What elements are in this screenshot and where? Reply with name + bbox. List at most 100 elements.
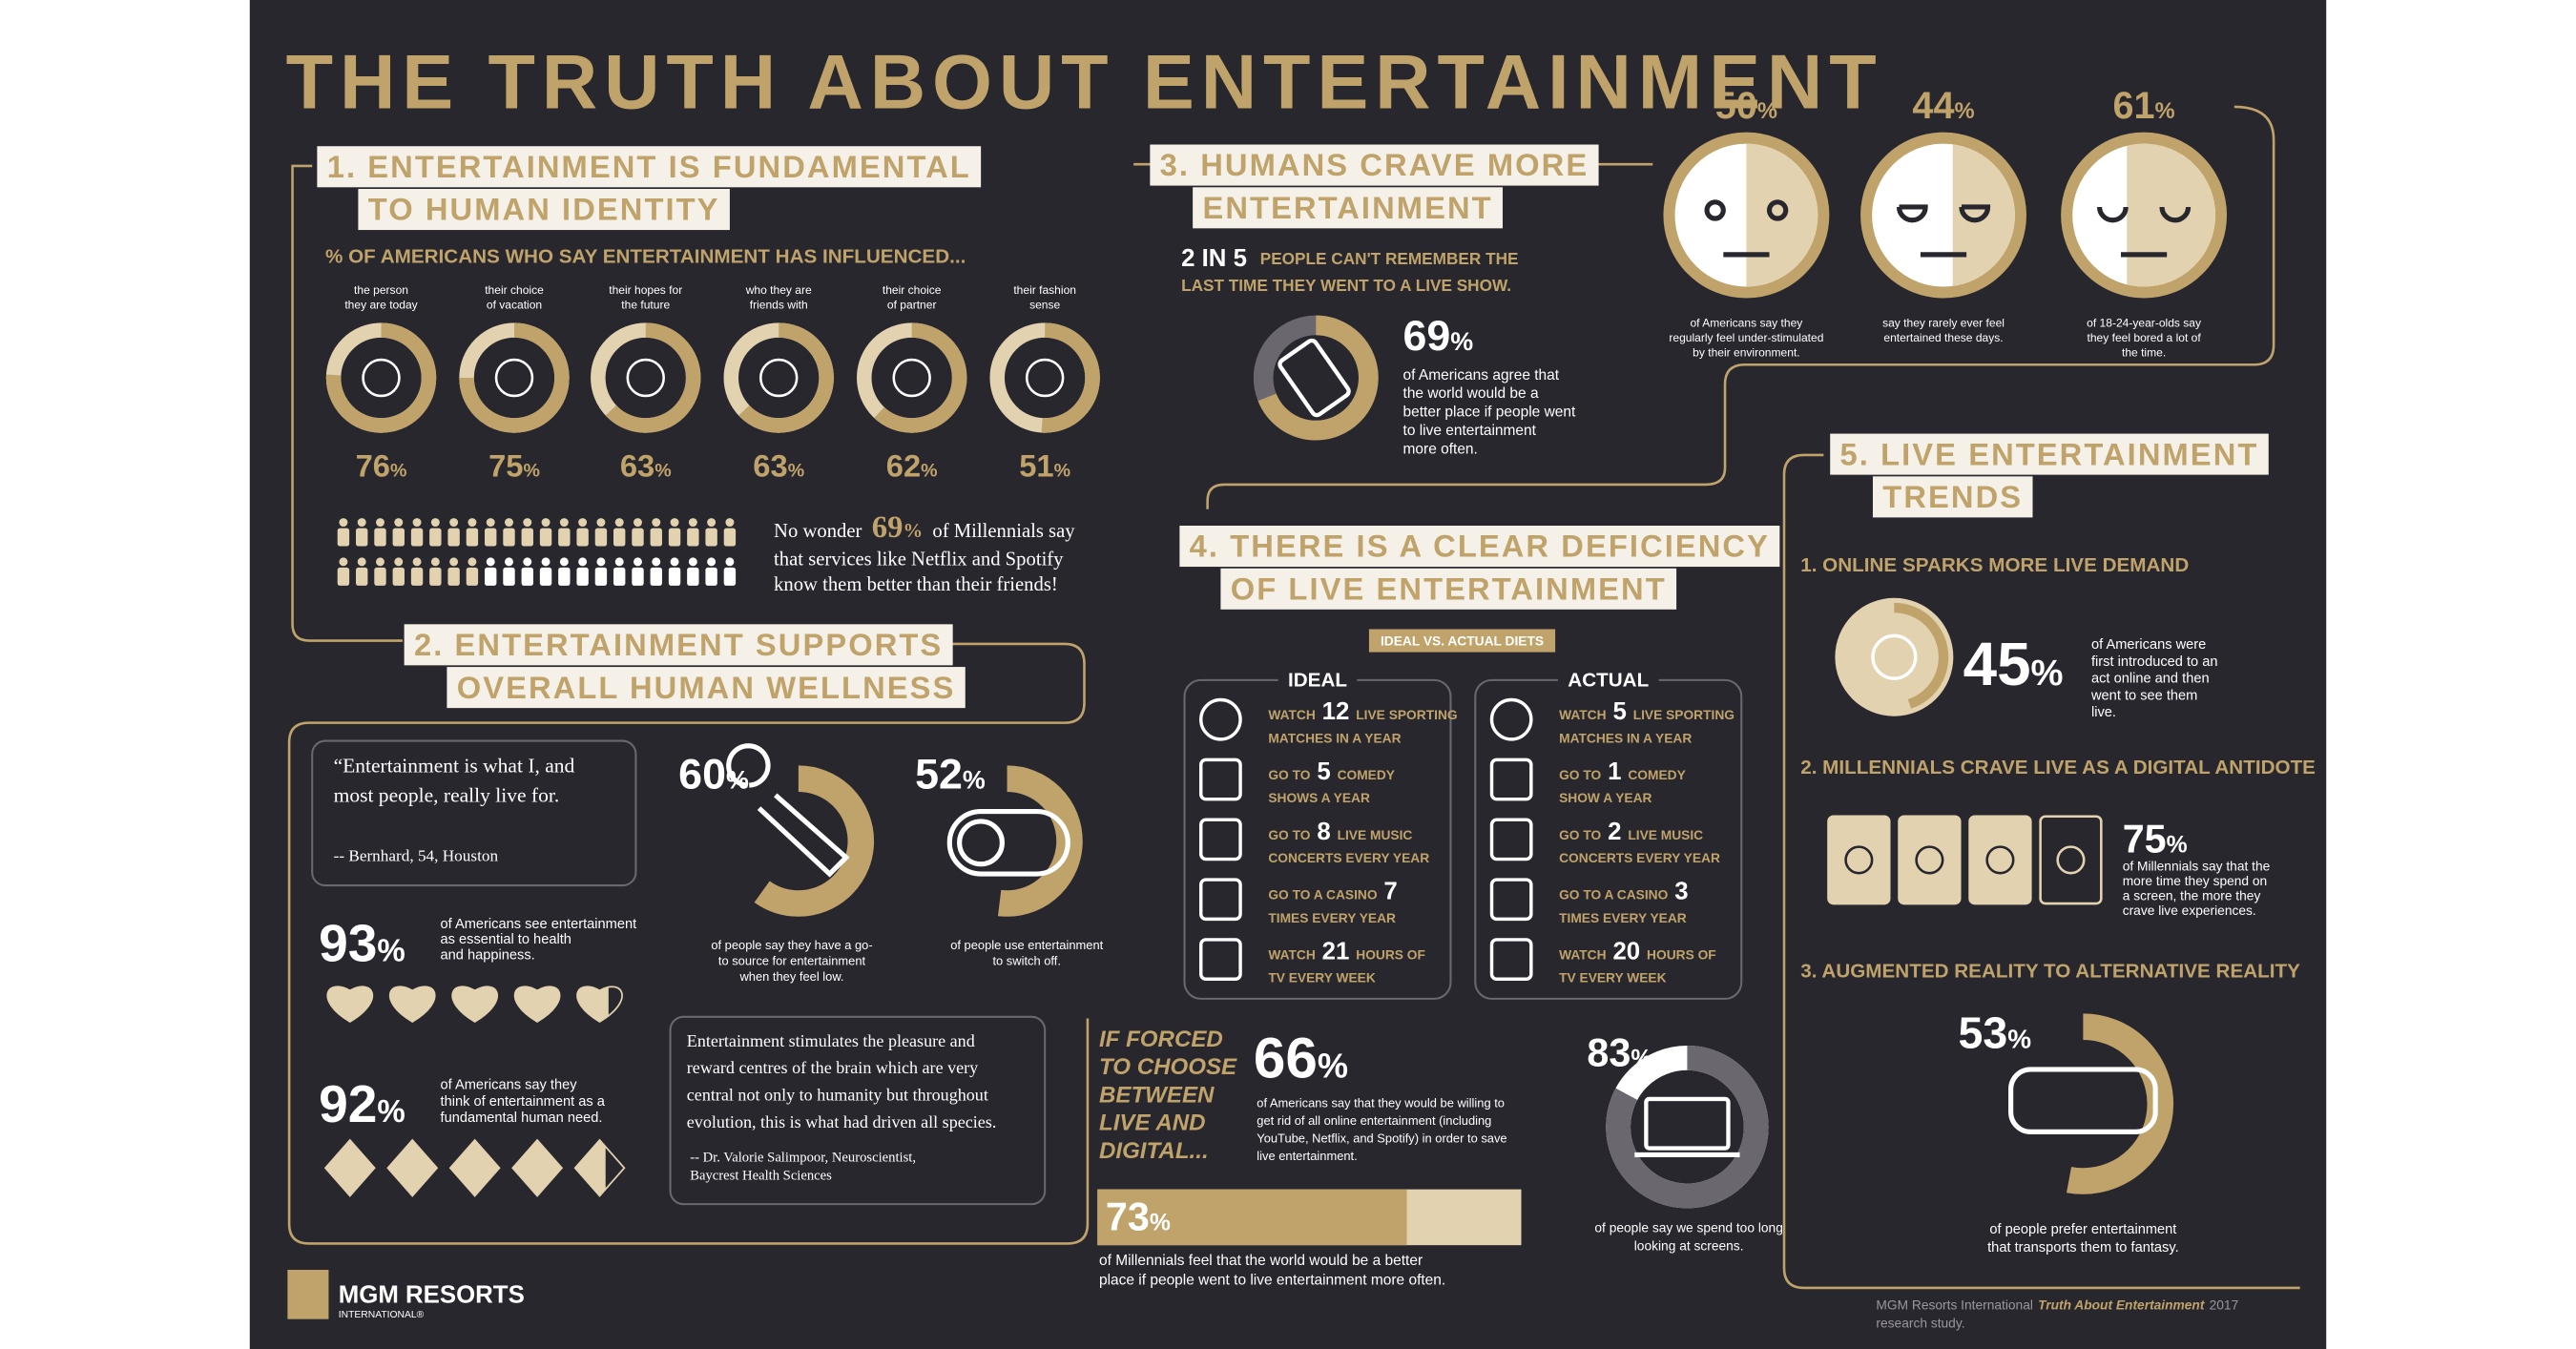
percent-sign: %	[1631, 1046, 1652, 1071]
percent-sign: %	[963, 765, 986, 794]
row-icon	[1199, 697, 1242, 741]
quote-text: reward centres of the brain which are ve…	[687, 1058, 978, 1077]
person-head	[357, 557, 366, 567]
header-bg	[1557, 670, 1659, 691]
text-part: GO TO	[1268, 828, 1310, 842]
logo-sub: INTERNATIONAL®	[339, 1310, 425, 1320]
laptop-icon	[1644, 1096, 1731, 1151]
person-head	[486, 557, 495, 567]
person-head	[412, 557, 422, 567]
item-label: of vacation	[487, 299, 542, 312]
trend-title: 3. AUGMENTED REALITY TO ALTERNATIVE REAL…	[1800, 961, 2300, 983]
caption: of Americans say they	[441, 1078, 578, 1093]
caption: they feel bored a lot of	[2087, 331, 2201, 344]
quote-box	[311, 739, 637, 887]
person-head	[725, 518, 735, 528]
caption: of people say they have a go-	[711, 938, 872, 952]
percent-label: 62%	[886, 447, 938, 483]
person-head	[339, 557, 348, 567]
person-body	[723, 567, 737, 586]
quote-text: “Entertainment is what I, and	[334, 754, 575, 777]
caption: crave live experiences.	[2123, 903, 2256, 918]
section-heading: ENTERTAINMENT	[1202, 190, 1492, 225]
diet-line: GO TO 2 LIVE MUSIC	[1559, 819, 1703, 845]
person-icon	[687, 557, 699, 586]
person-body	[613, 528, 626, 547]
person-body	[503, 567, 515, 586]
caption: regularly feel under-stimulated	[1669, 331, 1823, 344]
caption: say they rarely ever feel	[1882, 317, 2005, 330]
percent-value: 66	[1254, 1026, 1318, 1090]
forced-text: TO CHOOSE	[1099, 1054, 1237, 1080]
item-label: the future	[621, 299, 670, 312]
text-part: HOURS OF	[1647, 948, 1716, 963]
card-suit	[1915, 845, 1944, 875]
quote-box	[669, 1015, 1047, 1206]
person-head	[467, 518, 477, 528]
donut-arc	[1253, 315, 1379, 441]
person-body	[594, 567, 608, 586]
person-icon	[337, 557, 350, 586]
percent-label: 69%	[1403, 312, 1474, 360]
text-part: GO TO A CASINO	[1559, 888, 1669, 903]
diet-line: GO TO 8 LIVE MUSIC	[1268, 819, 1412, 845]
card-icon	[2039, 815, 2103, 905]
vr-icon	[2008, 1067, 2158, 1134]
diet-value: 3	[1674, 879, 1688, 905]
quote-author: -- Bernhard, 54, Houston	[334, 846, 499, 864]
person-body	[576, 567, 589, 586]
person-body	[466, 528, 479, 547]
item-label: of partner	[887, 299, 937, 312]
person-icon	[594, 557, 608, 586]
caption: place if people went to live entertainme…	[1099, 1273, 1445, 1289]
person-body	[485, 567, 497, 586]
row-icon	[1199, 818, 1242, 861]
percent-value: 69	[872, 510, 904, 545]
caption: get rid of all online entertainment (inc…	[1257, 1113, 1491, 1128]
person-icon	[558, 557, 571, 586]
item-label: their choice	[883, 283, 942, 297]
person-body	[521, 567, 533, 586]
person-body	[374, 528, 386, 547]
card-suit	[2056, 845, 2086, 875]
subtitle: % OF AMERICANS WHO SAY ENTERTAINMENT HAS…	[325, 245, 966, 267]
caption: more often.	[1403, 442, 1478, 458]
forced-text: IF FORCED	[1099, 1027, 1223, 1052]
card-icon	[1898, 815, 1962, 905]
section-heading: 1. ENTERTAINMENT IS FUNDAMENTAL	[327, 149, 971, 184]
person-body	[447, 528, 460, 547]
person-body	[539, 567, 552, 586]
diet-value: 12	[1322, 698, 1350, 725]
diet-line: WATCH 5 LIVE SPORTING	[1559, 698, 1735, 725]
trend-title: 2. MILLENNIALS CRAVE LIVE AS A DIGITAL A…	[1800, 757, 2316, 778]
person-icon	[356, 557, 368, 586]
icon	[892, 358, 931, 398]
eye	[1896, 204, 1991, 223]
diet-line: GO TO A CASINO 7	[1268, 879, 1397, 905]
text-part: LIVE SPORTING	[1356, 708, 1457, 722]
person-body	[558, 567, 571, 586]
person-body	[650, 528, 662, 547]
person-icon	[485, 518, 497, 547]
text-part: COMEDY	[1338, 768, 1395, 782]
caption: a screen, the more they	[2123, 889, 2261, 903]
body-text: know them better than their friends!	[774, 574, 1058, 595]
person-head	[449, 518, 459, 528]
icon	[758, 358, 799, 398]
heart-icon	[452, 986, 498, 1023]
percent-value: 63	[620, 447, 654, 483]
caption: that transports them to fantasy.	[1987, 1240, 2179, 1256]
person-head	[652, 557, 661, 567]
chip-icon	[1835, 597, 1954, 716]
forced-text: DIGITAL...	[1099, 1138, 1209, 1164]
caption: to switch off.	[992, 954, 1061, 968]
percent-sign: %	[523, 460, 539, 481]
forced-text: BETWEEN	[1099, 1082, 1215, 1108]
person-head	[486, 518, 495, 528]
person-head	[614, 518, 624, 528]
stat-text: PEOPLE CAN'T REMEMBER THE	[1260, 249, 1519, 268]
person-head	[707, 518, 717, 528]
diet-line: TV EVERY WEEK	[1268, 971, 1376, 986]
percent-sign: %	[1450, 327, 1473, 356]
person-icon	[668, 557, 681, 586]
